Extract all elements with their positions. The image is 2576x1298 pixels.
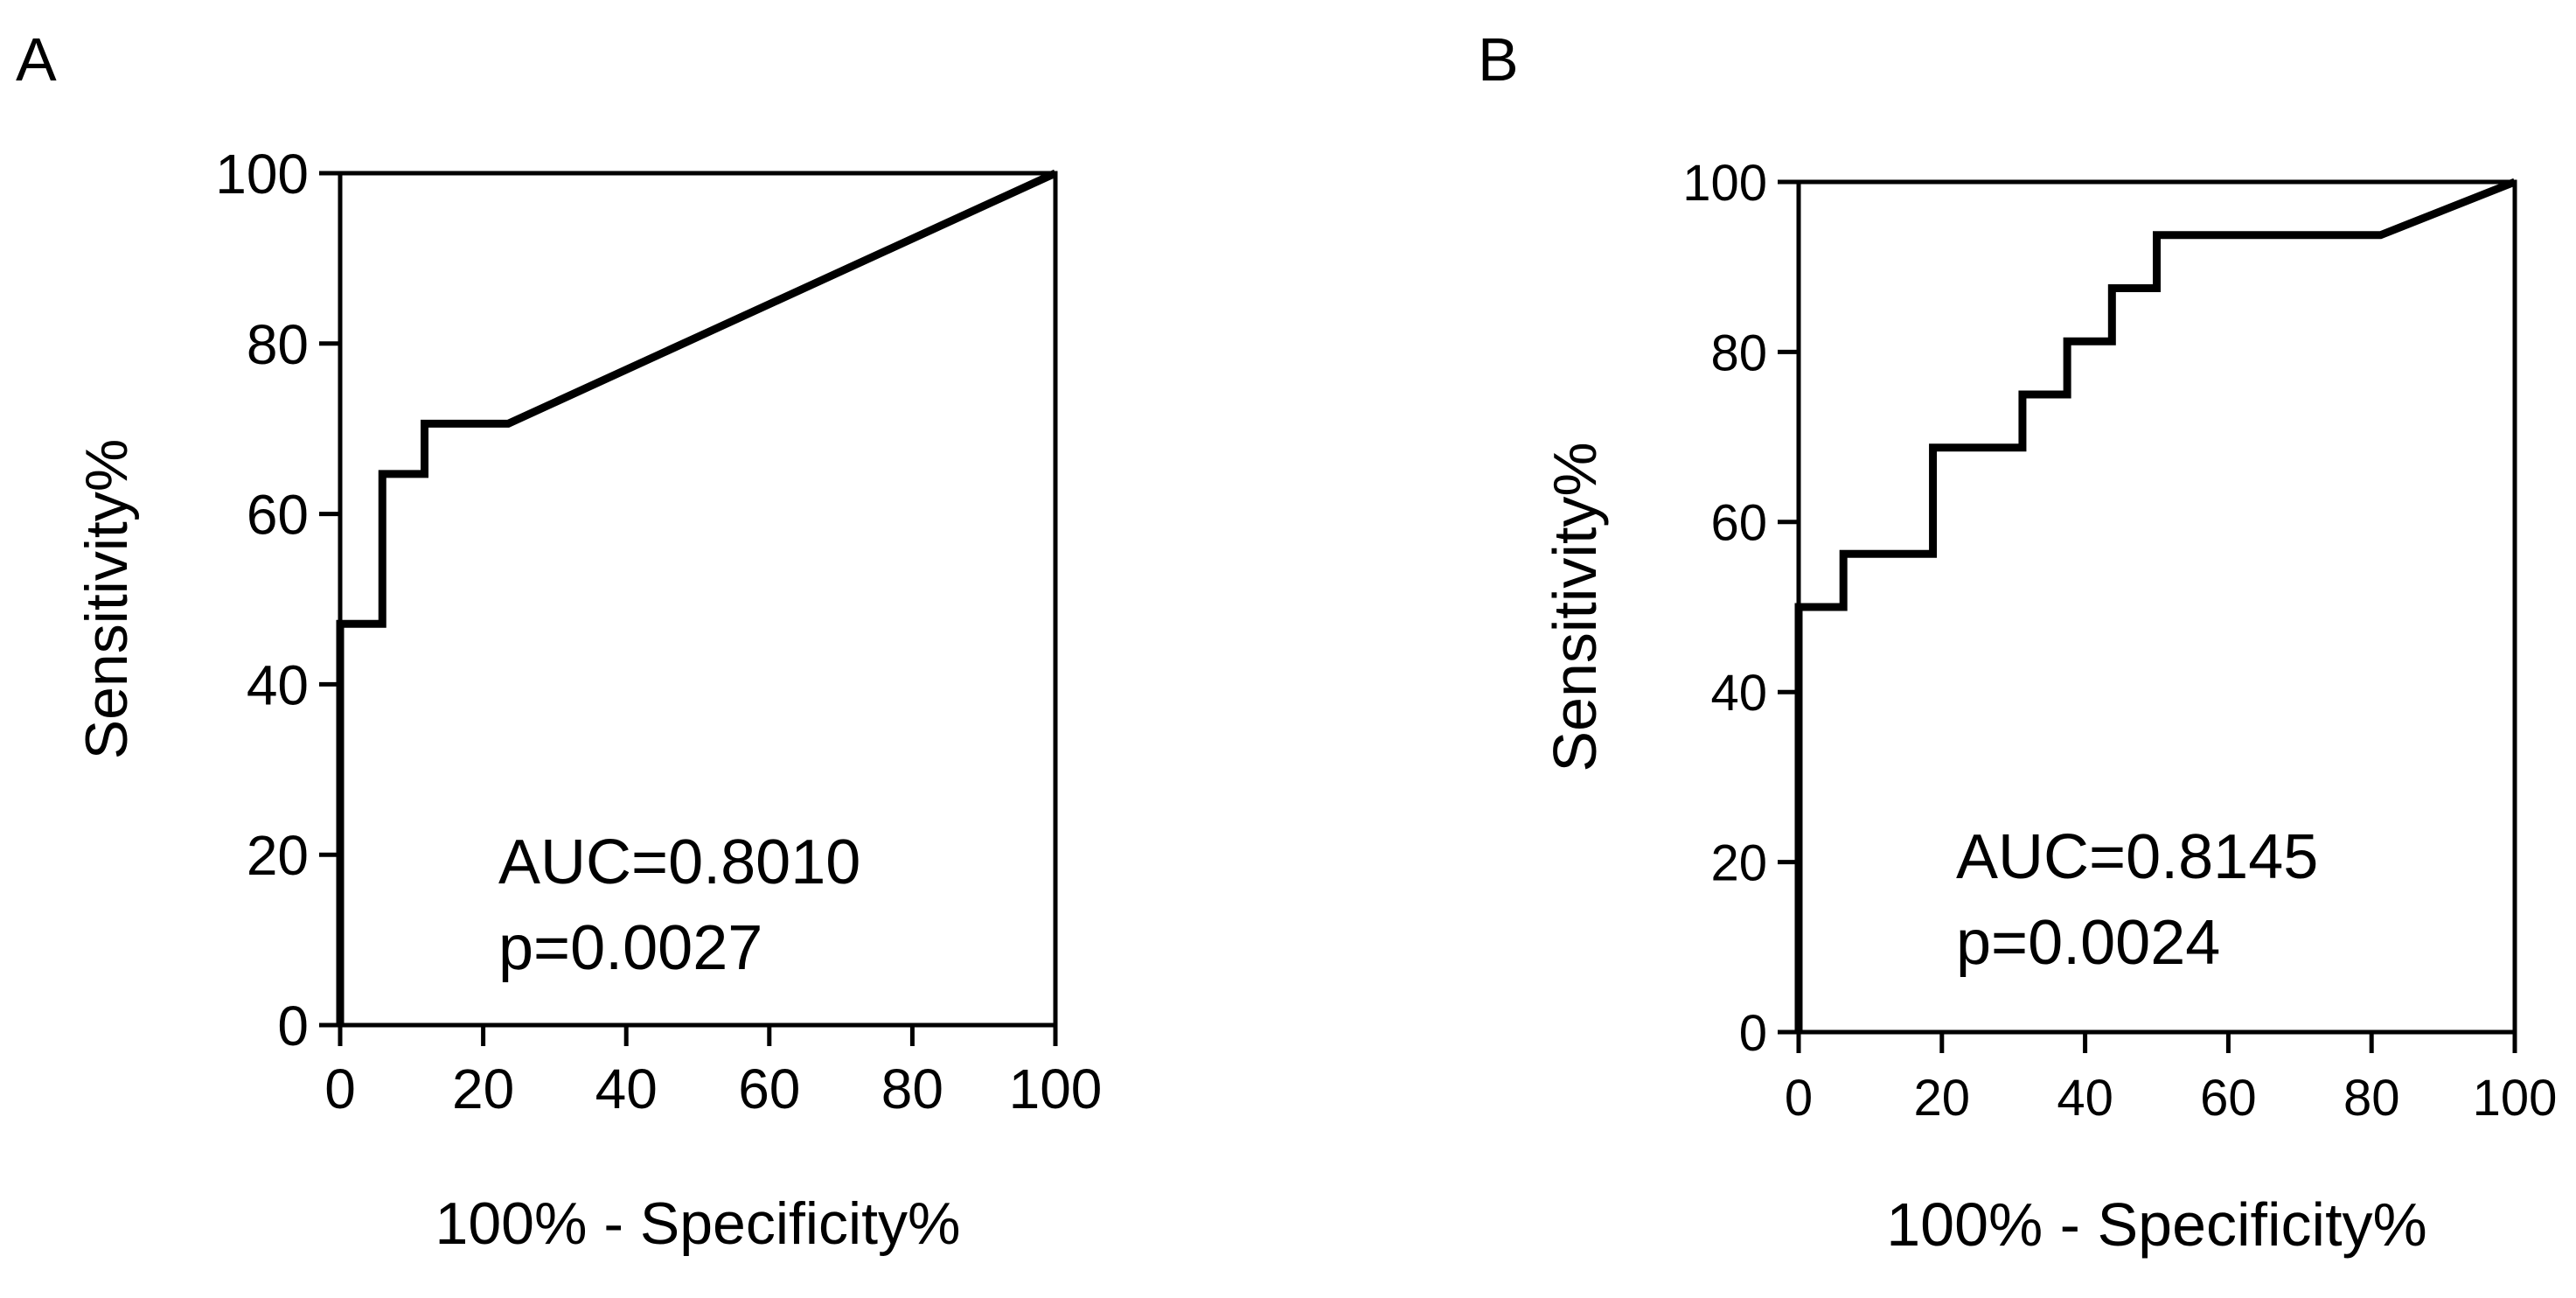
- x-tick-label: 0: [324, 1057, 356, 1120]
- panel-label: B: [1478, 25, 1519, 94]
- x-axis-label: 100% - Specificity%: [1886, 1190, 2427, 1259]
- y-tick-label: 40: [1710, 665, 1767, 722]
- x-tick-label: 60: [738, 1057, 800, 1120]
- x-axis-label: 100% - Specificity%: [435, 1190, 961, 1257]
- x-tick-label: 80: [2343, 1070, 2400, 1127]
- x-tick-label: 20: [452, 1057, 514, 1120]
- panel-a: A 0 20 40 60 80 100 0 20 40 60 80 100 100% - Specific…: [16, 25, 1102, 1257]
- y-tick-label: 80: [247, 313, 309, 376]
- y-tick-label: 0: [277, 994, 309, 1057]
- y-axis-label: Sensitivity%: [1541, 442, 1609, 771]
- x-tick-label: 0: [1785, 1070, 1813, 1127]
- x-tick-label: 60: [2200, 1070, 2257, 1127]
- x-tick-label: 100: [1009, 1057, 1103, 1120]
- roc-curve-line: [1794, 178, 2517, 1032]
- y-tick-label: 80: [1710, 324, 1767, 381]
- y-tick-label: 60: [247, 484, 309, 547]
- y-axis-label: Sensitivity%: [73, 439, 140, 760]
- x-tick-label: 80: [881, 1057, 943, 1120]
- x-tick-label: 20: [1914, 1070, 1971, 1127]
- panel-b: B 0 20 40 60 80 100 0 20 40 60 80 100 100% - Specific…: [1478, 25, 2557, 1259]
- x-tick-label: 40: [2057, 1070, 2113, 1127]
- auc-annotation: AUC=0.8010: [498, 827, 860, 897]
- y-tick-label: 20: [247, 824, 309, 887]
- auc-annotation: AUC=0.8145: [1956, 822, 2318, 892]
- y-tick-label: 20: [1710, 834, 1767, 891]
- x-tick-label: 100: [2473, 1070, 2558, 1127]
- y-tick-label: 100: [215, 143, 309, 206]
- y-tick-label: 100: [1682, 155, 1767, 212]
- p-value-annotation: p=0.0024: [1956, 908, 2220, 978]
- panel-label: A: [16, 25, 57, 94]
- roc-curve-line: [336, 169, 1057, 1025]
- plot-frame: [338, 171, 1058, 1028]
- x-tick-label: 40: [595, 1057, 658, 1120]
- y-tick-label: 60: [1710, 495, 1767, 552]
- y-tick-label: 0: [1739, 1005, 1767, 1062]
- p-value-annotation: p=0.0027: [498, 913, 762, 983]
- y-tick-label: 40: [247, 653, 309, 716]
